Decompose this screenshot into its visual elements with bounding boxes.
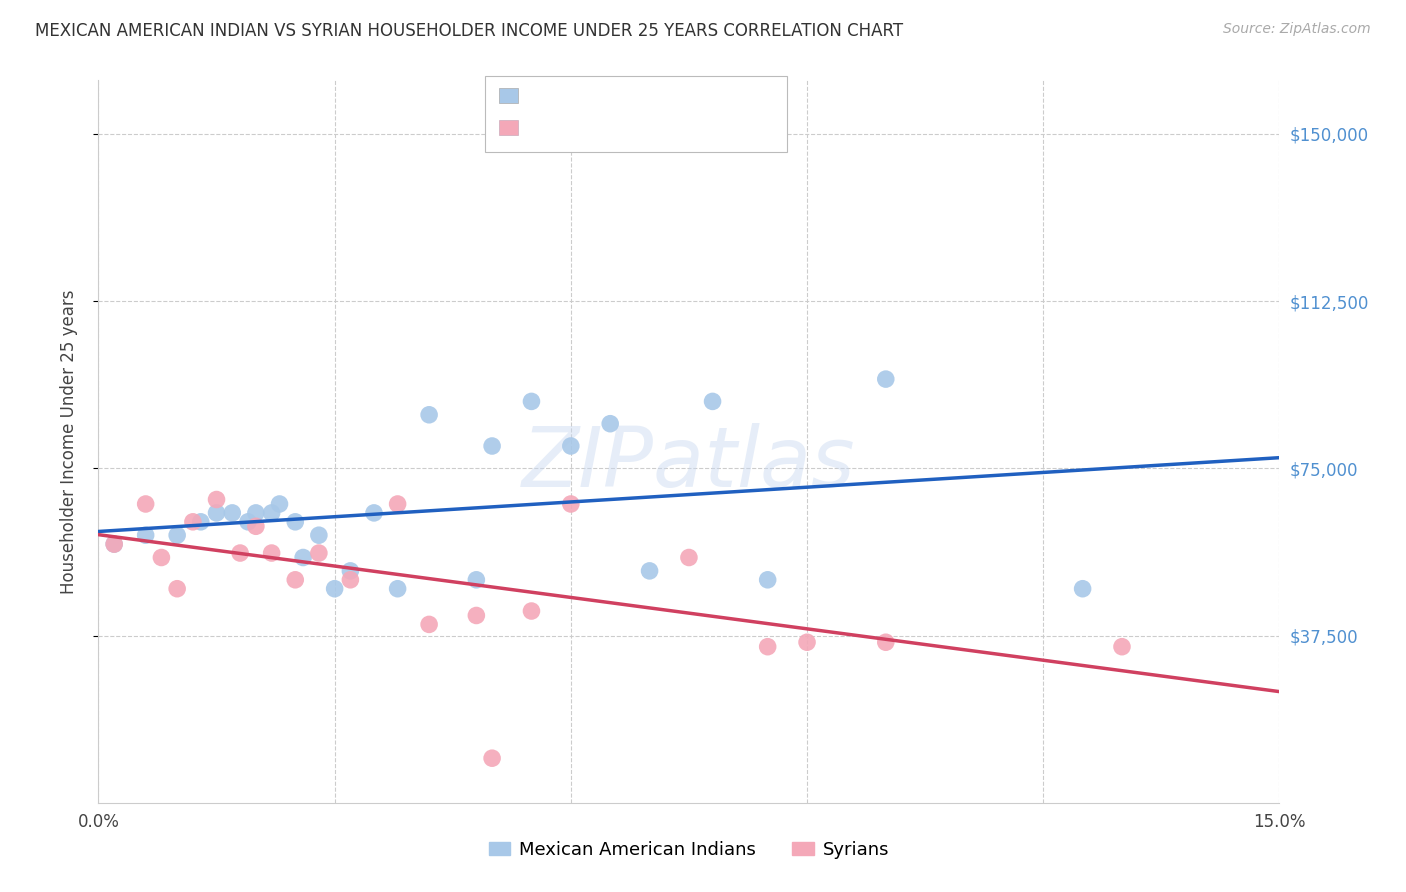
Text: ZIPatlas: ZIPatlas xyxy=(522,423,856,504)
Text: MEXICAN AMERICAN INDIAN VS SYRIAN HOUSEHOLDER INCOME UNDER 25 YEARS CORRELATION : MEXICAN AMERICAN INDIAN VS SYRIAN HOUSEH… xyxy=(35,22,903,40)
Point xyxy=(481,439,503,453)
Point xyxy=(103,537,125,551)
Legend: Mexican American Indians, Syrians: Mexican American Indians, Syrians xyxy=(481,834,897,866)
Point xyxy=(702,394,724,409)
Point xyxy=(103,537,125,551)
Point xyxy=(308,546,330,560)
Point xyxy=(205,506,228,520)
Point xyxy=(520,394,543,409)
Point xyxy=(1111,640,1133,654)
Point xyxy=(308,528,330,542)
Point xyxy=(418,408,440,422)
Point xyxy=(1071,582,1094,596)
Point xyxy=(339,573,361,587)
Point xyxy=(260,506,283,520)
Point xyxy=(166,528,188,542)
Point xyxy=(245,519,267,533)
Text: R =: R = xyxy=(527,119,567,136)
Point xyxy=(599,417,621,431)
Point xyxy=(560,497,582,511)
Point xyxy=(190,515,212,529)
Point xyxy=(481,751,503,765)
Point xyxy=(166,582,188,596)
Point xyxy=(284,573,307,587)
Point xyxy=(756,640,779,654)
Text: 28: 28 xyxy=(664,87,689,104)
Point xyxy=(418,617,440,632)
Text: 22: 22 xyxy=(671,119,696,136)
Text: -0.321: -0.321 xyxy=(562,119,627,136)
Point xyxy=(387,497,409,511)
Point xyxy=(796,635,818,649)
Text: N =: N = xyxy=(614,87,666,104)
Point xyxy=(135,528,157,542)
Point xyxy=(150,550,173,565)
Point xyxy=(387,582,409,596)
Point xyxy=(181,515,204,529)
Point xyxy=(520,604,543,618)
Point xyxy=(875,372,897,386)
Point xyxy=(135,497,157,511)
Text: 0.315: 0.315 xyxy=(562,87,626,104)
Point xyxy=(260,546,283,560)
Point xyxy=(221,506,243,520)
Point xyxy=(465,608,488,623)
Point xyxy=(229,546,252,560)
Text: N =: N = xyxy=(623,119,675,136)
Point xyxy=(678,550,700,565)
Point xyxy=(465,573,488,587)
Point xyxy=(236,515,259,529)
Point xyxy=(284,515,307,529)
Point xyxy=(638,564,661,578)
Point xyxy=(363,506,385,520)
Point xyxy=(560,439,582,453)
Text: Source: ZipAtlas.com: Source: ZipAtlas.com xyxy=(1223,22,1371,37)
Point xyxy=(323,582,346,596)
Point xyxy=(245,506,267,520)
Point xyxy=(756,573,779,587)
Point xyxy=(875,635,897,649)
Y-axis label: Householder Income Under 25 years: Householder Income Under 25 years xyxy=(59,289,77,594)
Point xyxy=(205,492,228,507)
Point xyxy=(292,550,315,565)
Point xyxy=(339,564,361,578)
Point xyxy=(269,497,291,511)
Text: R =: R = xyxy=(527,87,567,104)
